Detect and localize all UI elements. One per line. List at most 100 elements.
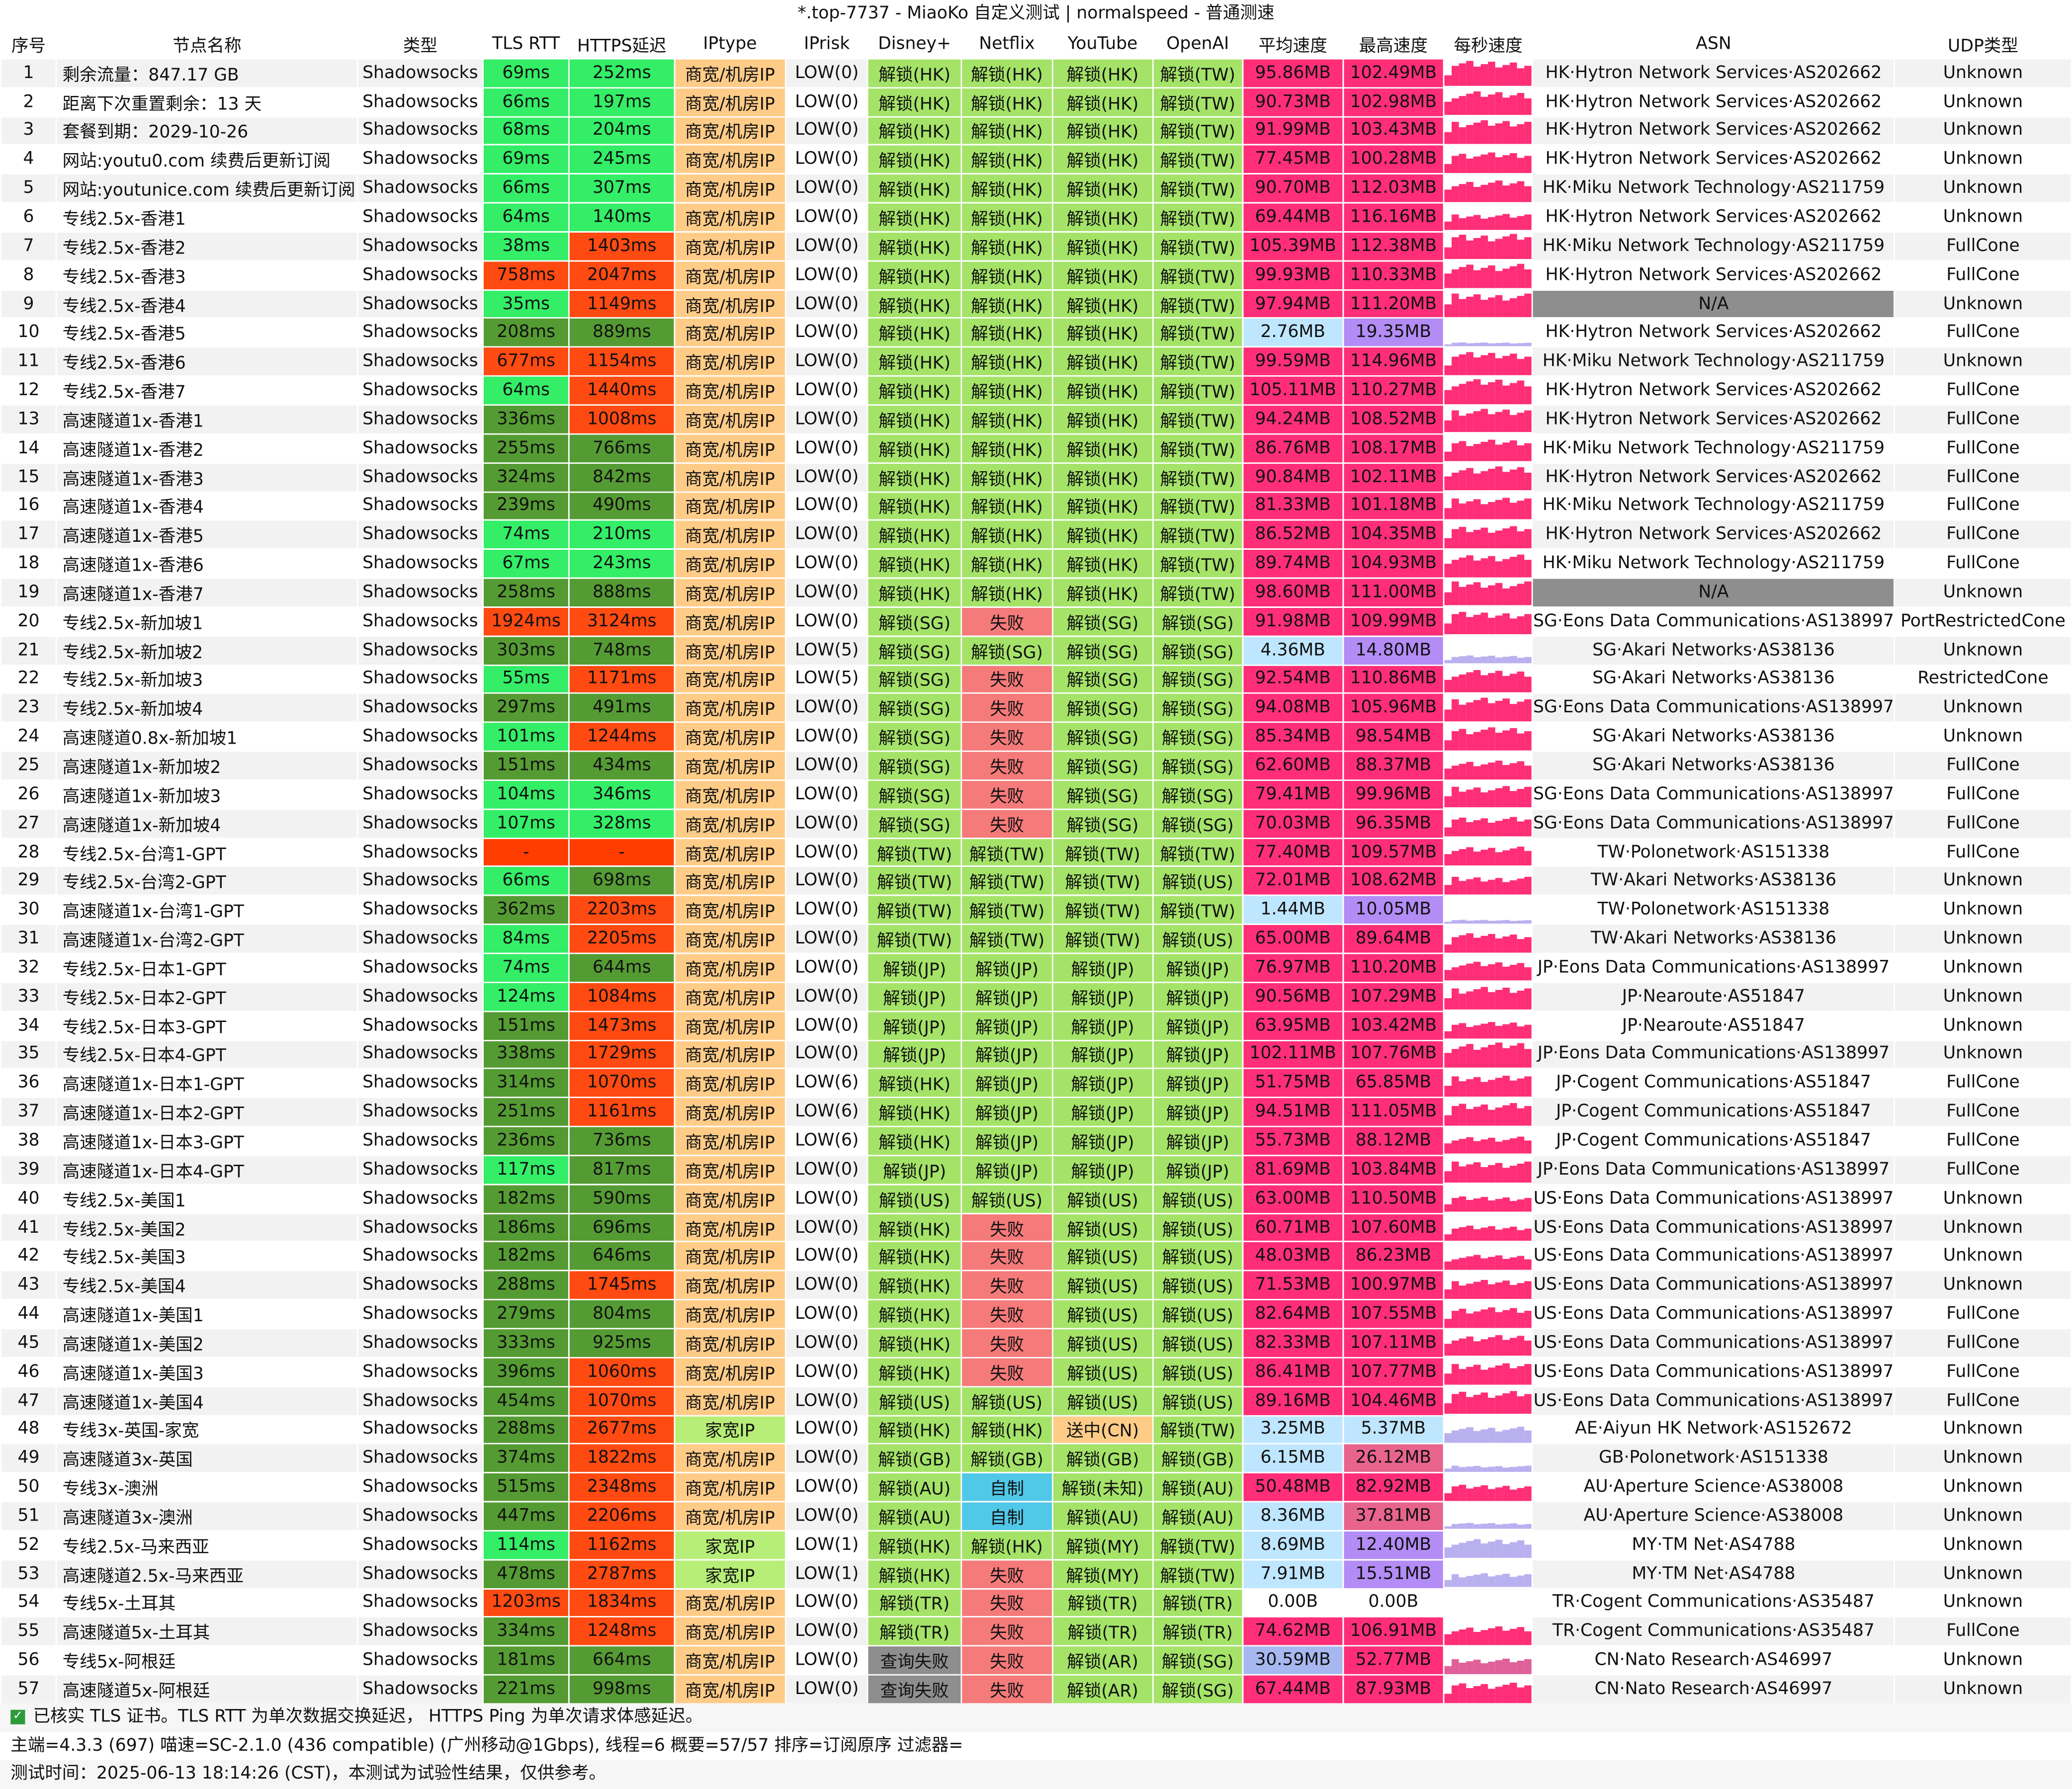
cell-netflix: 失败 — [960, 1328, 1054, 1359]
cell-tls-rtt: 279ms — [482, 1299, 570, 1330]
cell-udp-type: FullCone — [1894, 1617, 2072, 1647]
sparkline-bar — [1517, 413, 1525, 433]
cell-max-speed: 103.43MB — [1342, 115, 1445, 146]
cell-asn: TW·Polonetwork·AS151338 — [1532, 837, 1896, 868]
cell-index: 27 — [0, 808, 57, 839]
cell-openai: 解锁(TW) — [1151, 318, 1244, 348]
cell-tls-rtt: 38ms — [482, 231, 570, 261]
sparkline-bar — [1459, 127, 1467, 144]
sparkline-bar — [1466, 1137, 1474, 1154]
cell-tls-rtt: 324ms — [482, 462, 570, 493]
sparkline-bar — [1502, 1048, 1510, 1068]
cell-index: 18 — [0, 548, 57, 579]
sparkline-bar — [1488, 1257, 1496, 1270]
cell-openai: 解锁(US) — [1151, 1357, 1244, 1387]
sparkline-bar — [1466, 414, 1474, 433]
sparkline-bar — [1459, 1662, 1467, 1674]
sparkline-bar — [1517, 878, 1525, 895]
sparkline-bar — [1452, 1024, 1460, 1039]
sparkline-bar — [1452, 876, 1460, 895]
sparkline-bar — [1495, 877, 1503, 895]
cell-youtube: 解锁(HK) — [1052, 58, 1153, 88]
sparkline-bar — [1502, 1393, 1510, 1414]
cell-https-latency: 736ms — [568, 1125, 675, 1156]
cell-youtube: 解锁(JP) — [1052, 952, 1153, 983]
sparkline-bar — [1510, 965, 1518, 981]
cell-youtube: 解锁(MY) — [1052, 1530, 1153, 1560]
sparkline-bar — [1517, 938, 1525, 952]
sparkline-bar — [1445, 189, 1452, 202]
sparkline-bar — [1510, 1201, 1518, 1212]
sparkline-bar — [1510, 656, 1518, 664]
cell-per-second-speed — [1443, 115, 1534, 146]
cell-https-latency: 328ms — [568, 808, 675, 839]
cell-iprisk: LOW(0) — [785, 692, 869, 723]
cell-per-second-speed — [1443, 289, 1534, 319]
sparkline-bar — [1488, 265, 1496, 288]
sparkline-bar — [1524, 1394, 1532, 1414]
sparkline-bar — [1524, 411, 1532, 433]
sparkline-bar — [1488, 673, 1496, 692]
sparkline-bar — [1524, 699, 1532, 721]
sparkline-bar — [1517, 158, 1525, 173]
sparkline-bar — [1459, 792, 1467, 808]
header-type: 类型 — [357, 29, 484, 60]
cell-youtube: 解锁(JP) — [1052, 1097, 1153, 1127]
sparkline-bar — [1517, 733, 1525, 750]
cell-netflix: 解锁(HK) — [960, 318, 1054, 348]
sparkline-bar — [1495, 1395, 1503, 1414]
cell-https-latency: 817ms — [568, 1155, 675, 1185]
table-row: 27 高速隧道1x-新加坡4 Shadowsocks 107ms 328ms 商宽/机房I… — [0, 808, 2072, 839]
cell-openai: 解锁(SG) — [1151, 1674, 1244, 1704]
cell-per-second-speed — [1443, 751, 1534, 781]
cell-avg-speed: 0.00B — [1242, 1588, 1344, 1618]
sparkline-bar — [1473, 583, 1481, 606]
cell-avg-speed: 74.62MB — [1242, 1617, 1344, 1647]
sparkline-bar — [1473, 1659, 1481, 1674]
table-row: 6 专线2.5x-香港1 Shadowsocks 64ms 140ms 商宽/机房IP LO… — [0, 202, 2072, 233]
sparkline-bar — [1452, 238, 1460, 259]
sparkline-bar — [1466, 992, 1474, 1010]
cell-tls-rtt: 114ms — [482, 1530, 570, 1560]
cell-type: Shadowsocks — [357, 173, 484, 204]
cell-avg-speed: 50.48MB — [1242, 1472, 1344, 1503]
cell-asn: TR·Cogent Communications·AS35487 — [1532, 1617, 1896, 1647]
cell-https-latency: 346ms — [568, 779, 675, 810]
sparkline-bar — [1517, 1366, 1525, 1385]
cell-index: 6 — [0, 202, 57, 233]
sparkline-bar — [1473, 920, 1481, 924]
sparkline-bar — [1445, 1234, 1452, 1241]
footer-line-2: 主端=4.3.3 (697) 喵速=SC-2.1.0 (436 compatib… — [10, 1736, 963, 1756]
cell-index: 24 — [0, 722, 57, 752]
sparkline-bar — [1517, 658, 1525, 664]
speed-sparkline — [1445, 1523, 1532, 1530]
sparkline-bar — [1524, 498, 1532, 519]
speed-sparkline — [1445, 847, 1532, 866]
cell-per-second-speed — [1443, 1299, 1534, 1330]
cell-per-second-speed — [1443, 1068, 1534, 1099]
sparkline-bar — [1481, 1663, 1488, 1674]
sparkline-bar — [1481, 1279, 1488, 1299]
cell-openai: 解锁(US) — [1151, 1270, 1244, 1300]
sparkline-bar — [1510, 993, 1518, 1010]
sparkline-bar — [1517, 1164, 1525, 1183]
sparkline-bar — [1445, 421, 1452, 433]
sparkline-bar — [1517, 991, 1525, 1010]
cell-node-name: 高速隧道2.5x-马来西亚 — [56, 1558, 358, 1589]
cell-avg-speed: 72.01MB — [1242, 866, 1344, 897]
speed-sparkline — [1445, 1306, 1532, 1328]
sparkline-bar — [1481, 675, 1488, 692]
sparkline-bar — [1473, 186, 1481, 202]
cell-openai: 解锁(TW) — [1151, 837, 1244, 868]
speed-sparkline — [1445, 655, 1532, 664]
sparkline-bar — [1466, 1687, 1474, 1703]
cell-avg-speed: 94.24MB — [1242, 404, 1344, 435]
cell-iprisk: LOW(0) — [785, 260, 869, 290]
sparkline-bar — [1502, 850, 1510, 866]
cell-max-speed: 102.98MB — [1342, 86, 1445, 117]
header-youtube: YouTube — [1052, 29, 1153, 60]
cell-netflix: 解锁(JP) — [960, 952, 1054, 983]
cell-iprisk: LOW(0) — [785, 1299, 869, 1330]
cell-max-speed: 104.46MB — [1342, 1385, 1445, 1416]
sparkline-bar — [1488, 1466, 1496, 1472]
